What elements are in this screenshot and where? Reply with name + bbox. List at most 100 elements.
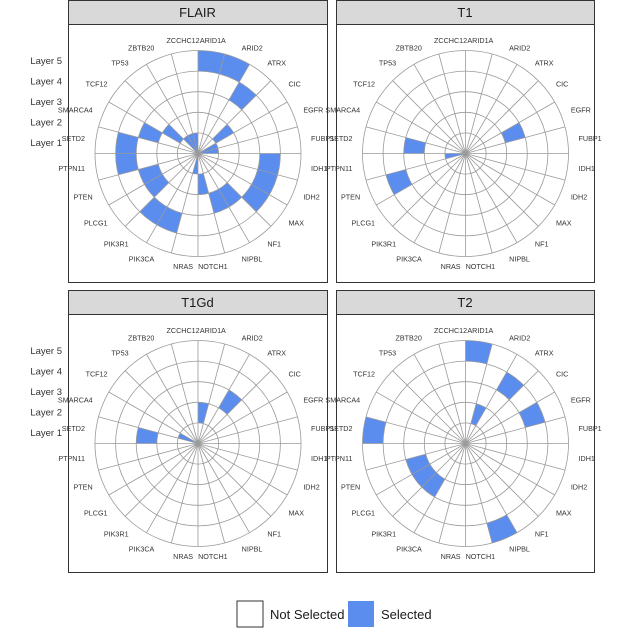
sector-smarca4-layer-3 xyxy=(138,122,163,143)
grid-spoke xyxy=(465,443,566,471)
category-label-tcf12: TCF12 xyxy=(353,80,375,89)
sector-nf1-layer-3 xyxy=(218,182,242,208)
grid-spoke xyxy=(170,343,199,444)
sector-arid1a-layer-2 xyxy=(198,402,209,424)
category-label-nf1: NF1 xyxy=(267,529,281,538)
category-label-pten: PTEN xyxy=(341,193,360,202)
category-label-cic: CIC xyxy=(556,80,568,89)
category-label-plcg1: PLCG1 xyxy=(84,508,108,517)
panel-strip xyxy=(336,0,595,25)
grid-spoke xyxy=(108,391,199,444)
category-label-setd2: SETD2 xyxy=(329,424,352,433)
grid-spoke xyxy=(197,443,272,517)
grid-spoke xyxy=(365,416,466,444)
panel-title: T1Gd xyxy=(181,295,214,310)
category-label-atrx: ATRX xyxy=(535,59,554,68)
sector-plcg1-layer-3 xyxy=(411,464,437,488)
panel-t1gd: T1Gd ARID1A ARID2 ATRX CIC EGFR FUBP1 IDH1 IDH2 M… xyxy=(58,290,334,573)
grid-spoke xyxy=(98,153,199,181)
panel-title: T1 xyxy=(457,5,472,20)
layer-label-2: Layer 2 xyxy=(30,408,62,419)
grid-spoke xyxy=(465,153,539,227)
category-label-nf1: NF1 xyxy=(535,239,549,248)
category-label-pik3ca: PIK3CA xyxy=(396,254,422,263)
grid-spoke xyxy=(465,80,539,154)
grid-spoke xyxy=(365,153,466,181)
category-label-arid2: ARID2 xyxy=(242,44,263,53)
category-label-notch1: NOTCH1 xyxy=(466,262,496,271)
sector-atrx-layer-4 xyxy=(496,372,524,400)
grid-spoke xyxy=(465,64,518,154)
sector-pik3r1-layer-4 xyxy=(139,197,168,225)
sector-egfr-layer-3 xyxy=(501,122,526,143)
sector-arid2-layer-5 xyxy=(219,54,250,83)
sector-pten-layer-3 xyxy=(138,164,163,185)
category-label-cic: CIC xyxy=(556,370,568,379)
grid-spoke xyxy=(438,53,466,154)
legend-label-not-selected: Not Selected xyxy=(270,607,344,622)
panel-title: T2 xyxy=(457,295,472,310)
category-label-idh2: IDH2 xyxy=(303,483,319,492)
category-label-nipbl: NIPBL xyxy=(509,544,530,553)
sector-idh1-layer-4 xyxy=(257,153,281,175)
grid-spoke xyxy=(197,443,288,496)
grid-spoke xyxy=(124,443,199,517)
grid-spoke xyxy=(108,101,199,154)
grid-spoke xyxy=(376,101,466,154)
category-label-notch1: NOTCH1 xyxy=(466,552,496,561)
legend-label-selected: Selected xyxy=(381,607,432,622)
grid-spoke xyxy=(98,126,199,154)
category-label-idh1: IDH1 xyxy=(579,164,595,173)
category-label-zcchc12: ZCCHC12 xyxy=(434,36,467,45)
grid-spoke xyxy=(98,443,199,471)
category-label-nf1: NF1 xyxy=(535,529,549,538)
category-label-smarca4: SMARCA4 xyxy=(325,105,360,114)
grid-spoke xyxy=(465,354,518,444)
legend-swatch-not-selected xyxy=(236,600,264,628)
sector-idh2-layer-4 xyxy=(251,169,278,195)
category-label-zcchc12: ZCCHC12 xyxy=(434,326,467,335)
sector-atrx-layer-3 xyxy=(218,389,242,415)
grid-spoke xyxy=(197,153,226,254)
grid-spoke xyxy=(170,53,199,154)
category-label-fubp1: FUBP1 xyxy=(579,424,602,433)
category-label-zbtb20: ZBTB20 xyxy=(128,334,154,343)
grid-spoke xyxy=(392,443,466,517)
grid-spoke xyxy=(197,153,272,227)
legend: Not Selected Selected xyxy=(236,600,432,628)
category-label-ptpn11: PTPN11 xyxy=(326,164,353,173)
category-label-pik3r1: PIK3R1 xyxy=(104,239,129,248)
grid-spoke xyxy=(365,443,466,471)
category-label-fubp1: FUBP1 xyxy=(579,134,602,143)
category-label-tp53: TP53 xyxy=(111,59,128,68)
grid-spoke xyxy=(465,126,566,154)
category-label-pten: PTEN xyxy=(74,483,93,492)
category-label-idh1: IDH1 xyxy=(311,164,327,173)
grid-spoke xyxy=(376,153,466,206)
grid-spoke xyxy=(197,153,298,181)
category-label-arid1a: ARID1A xyxy=(467,36,493,45)
category-label-nipbl: NIPBL xyxy=(242,254,263,263)
sector-arid2-layer-2 xyxy=(470,403,487,426)
grid-spoke xyxy=(197,443,226,544)
category-label-arid2: ARID2 xyxy=(509,334,530,343)
panels-group: FLAIR ARID1A ARID2 ATRX CIC EGFR FUBP1 IDH1 IDH2… xyxy=(58,0,602,573)
layer-label-3: Layer 3 xyxy=(30,97,62,108)
grid-spoke xyxy=(197,391,288,444)
category-label-max: MAX xyxy=(288,508,304,517)
grid-spoke xyxy=(197,443,298,471)
category-label-fubp1: FUBP1 xyxy=(311,134,334,143)
grid-spoke xyxy=(98,416,199,444)
category-label-nras: NRAS xyxy=(441,262,461,271)
category-label-nras: NRAS xyxy=(173,552,193,561)
layer-label-2: Layer 2 xyxy=(30,118,62,129)
panel-strip xyxy=(68,0,328,25)
category-label-tp53: TP53 xyxy=(379,349,396,358)
grid-spoke xyxy=(465,443,493,544)
grid-spoke xyxy=(413,443,466,533)
category-label-idh2: IDH2 xyxy=(303,193,319,202)
grid-spoke xyxy=(413,153,466,243)
sector-cic-layer-2 xyxy=(212,124,234,144)
category-label-plcg1: PLCG1 xyxy=(351,508,375,517)
layer-label-1: Layer 1 xyxy=(30,138,62,149)
